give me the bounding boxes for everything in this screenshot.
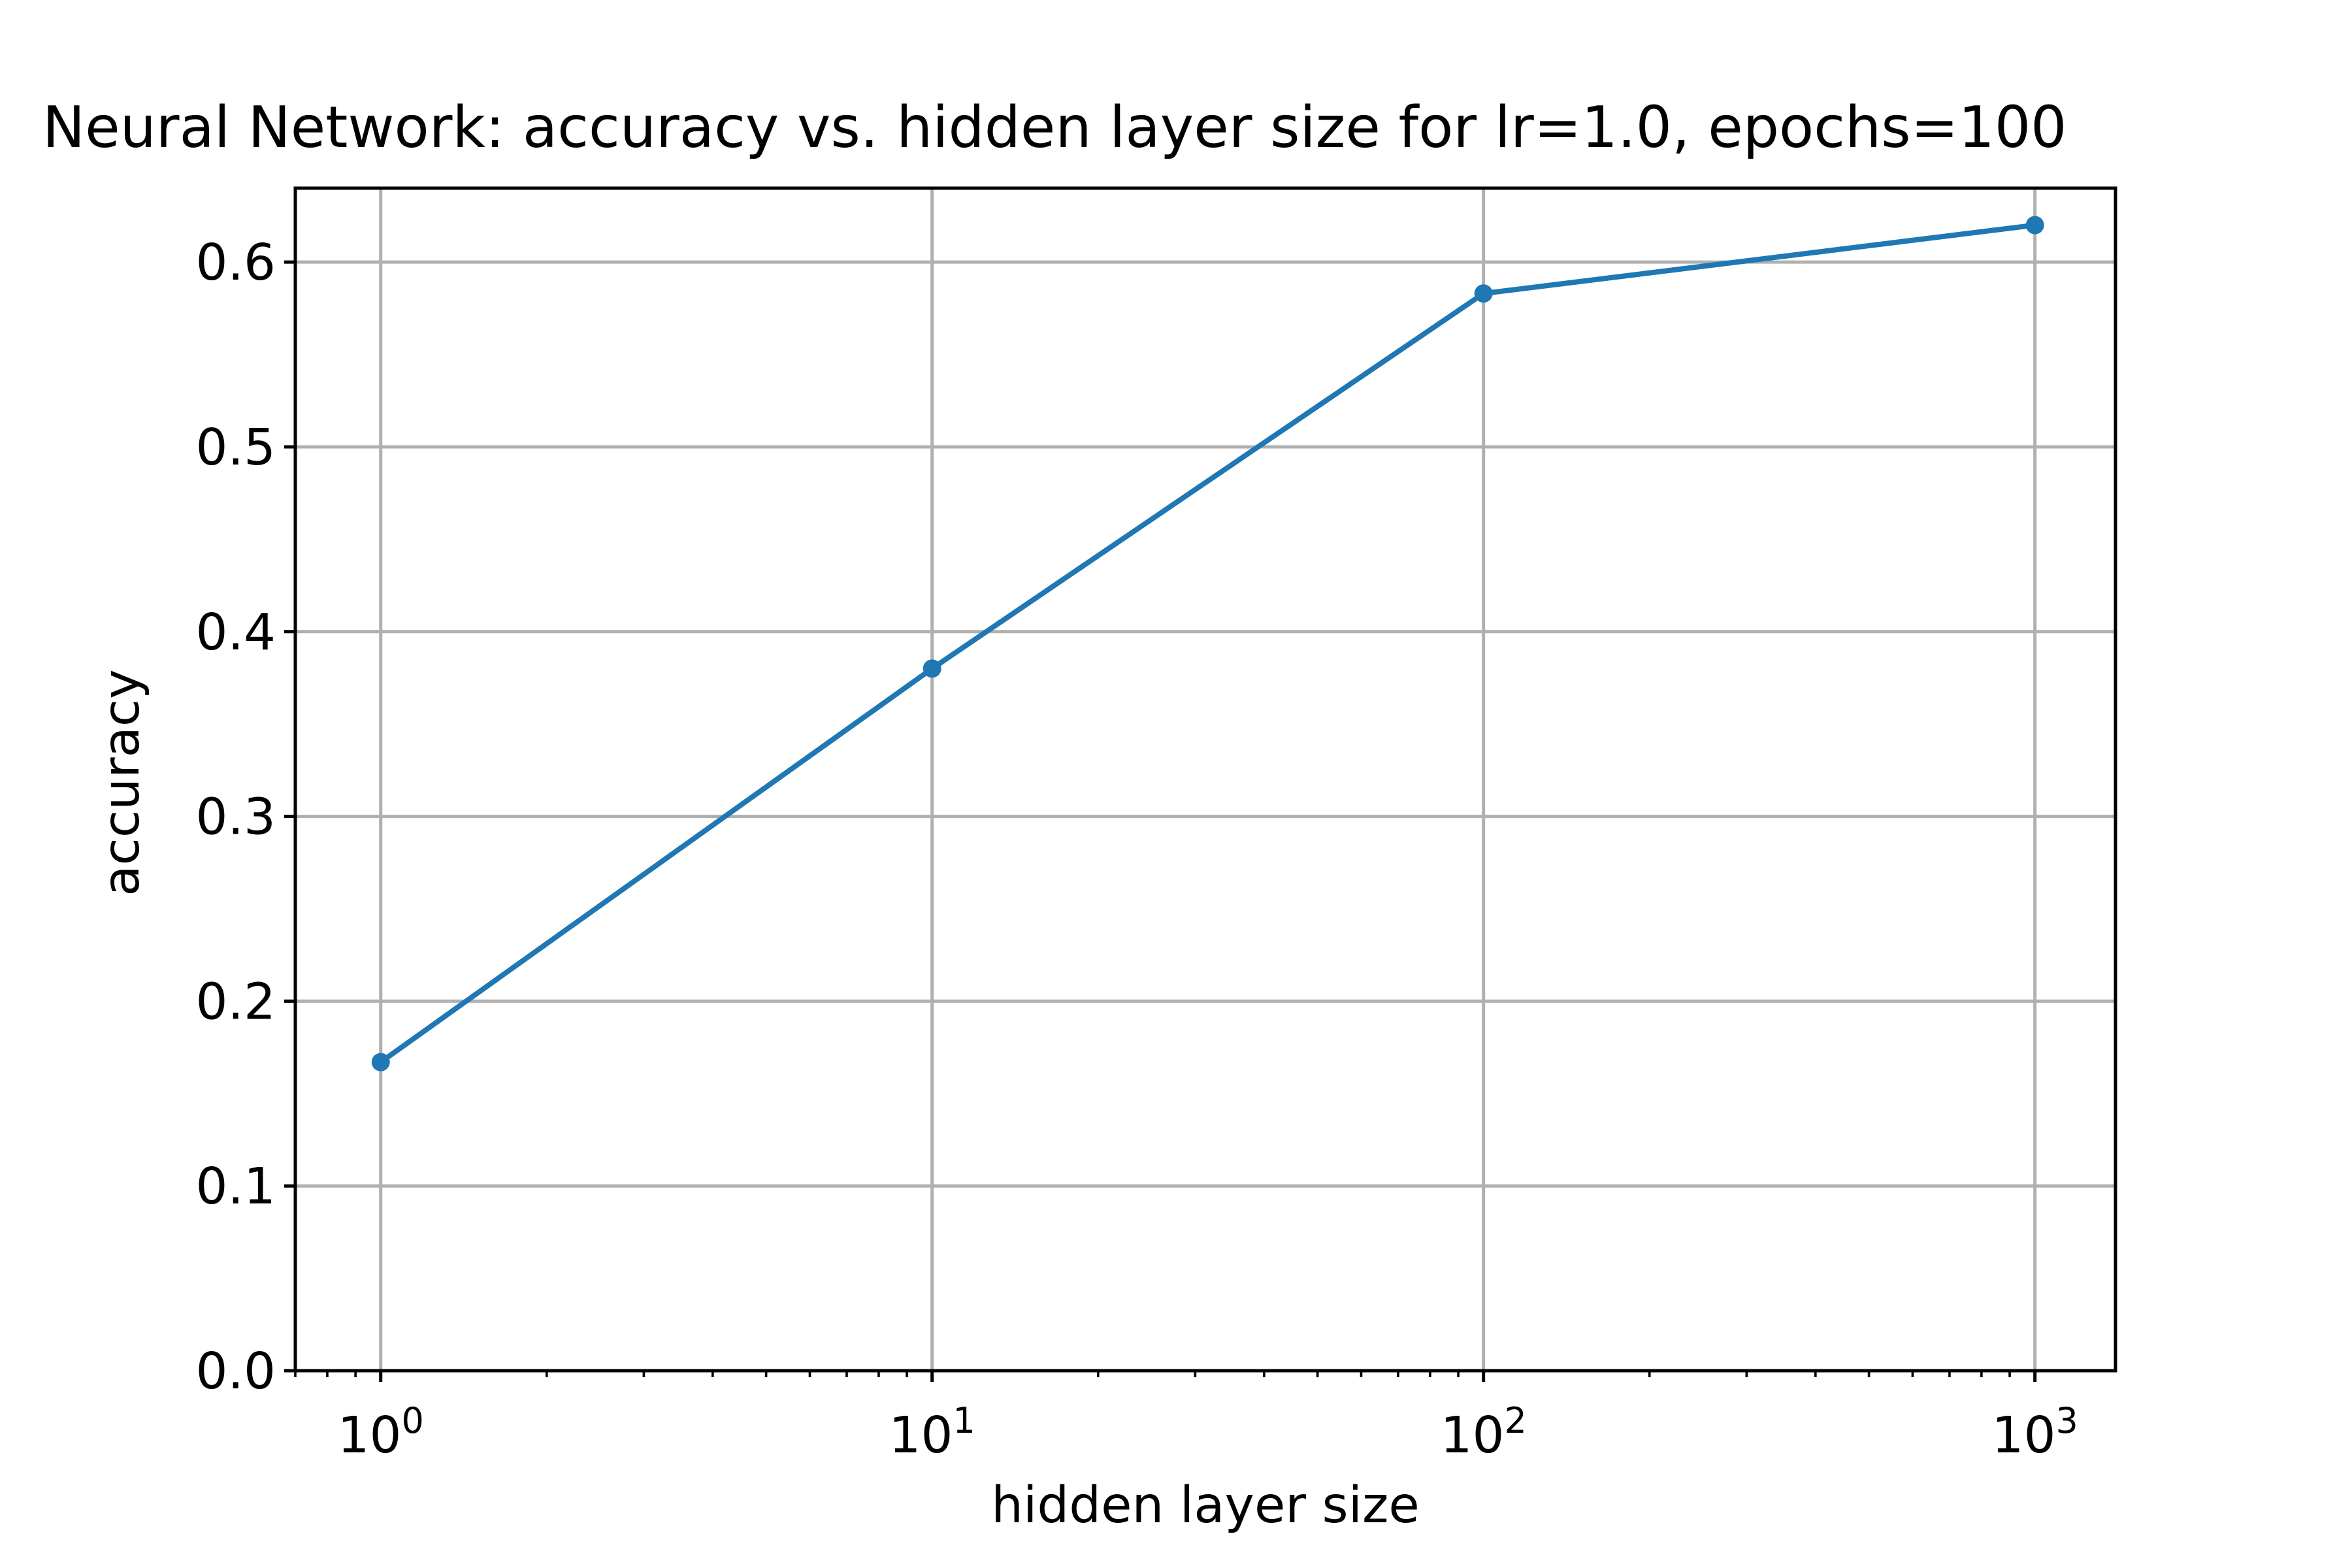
y-tick-label: 0.5 (196, 419, 276, 477)
data-point (2025, 216, 2044, 235)
data-point (1474, 284, 1493, 303)
major-ticks (284, 260, 2037, 1382)
y-tick-label: 0.0 (196, 1343, 276, 1401)
y-tick-label: 0.4 (196, 604, 276, 662)
chart-title: Neural Network: accuracy vs. hidden laye… (42, 94, 2067, 161)
y-tick-label: 0.1 (196, 1158, 276, 1216)
series-line (379, 222, 2036, 1064)
series-layer (371, 216, 2044, 1071)
y-tick-label: 0.3 (196, 789, 276, 847)
x-tick-label: 102 (1441, 1400, 1527, 1465)
data-point (923, 659, 941, 678)
x-tick-label: 101 (889, 1400, 975, 1465)
y-tick-label: 0.6 (196, 234, 276, 292)
y-tick-label: 0.2 (196, 973, 276, 1031)
data-point (371, 1053, 390, 1071)
y-tick-labels: 0.0 0.1 0.2 0.3 0.4 0.5 0.6 (196, 234, 276, 1401)
x-axis-label: hidden layer size (991, 1477, 1420, 1535)
grid-layer (295, 188, 2115, 1373)
x-tick-label: 100 (338, 1400, 424, 1465)
y-axis-label: accuracy (93, 669, 151, 896)
plot-frame (293, 186, 2117, 1373)
x-tick-label: 103 (1991, 1400, 2078, 1465)
x-tick-labels: 100 101 102 103 (338, 1400, 2078, 1465)
